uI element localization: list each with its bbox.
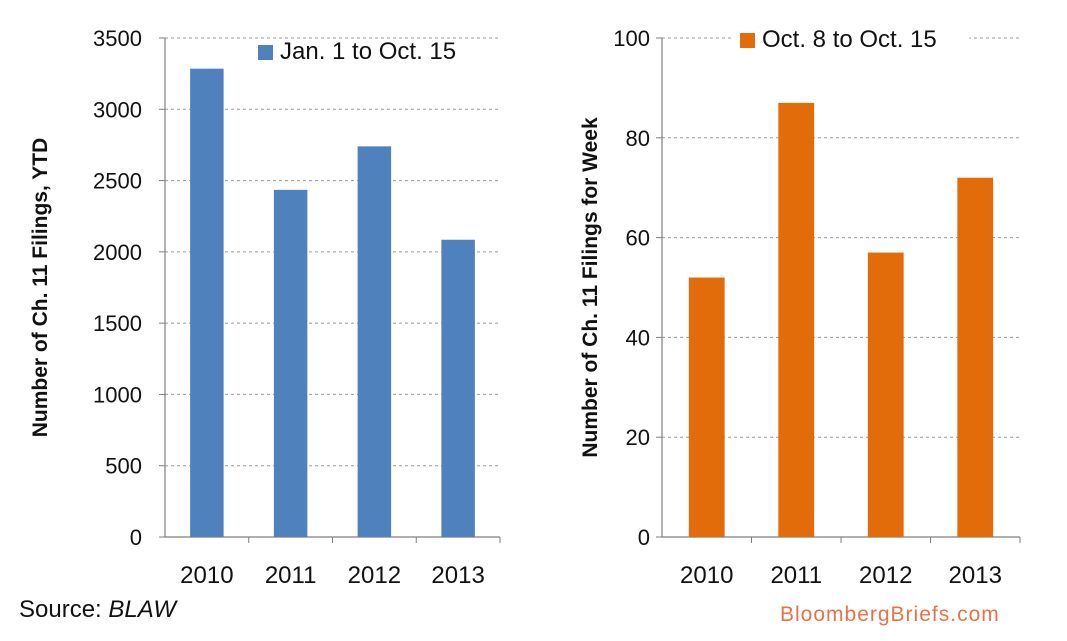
y-tick-label: 40 [626,325,650,350]
y-axis-label: Number of Ch. 11 Filings, YTD [29,138,52,438]
brand-label: BloombergBriefs.com [780,603,1000,626]
bar-2010 [688,277,725,537]
legend: Jan. 1 to Oct. 15 [252,38,487,66]
y-tick-label: 1000 [93,382,142,407]
bar-2011 [273,189,308,538]
y-tick-label: 60 [626,226,650,251]
y-tick-label: 100 [613,26,650,51]
source-prefix: Source: [19,596,109,623]
legend-label: Oct. 8 to Oct. 15 [762,26,937,53]
y-tick-label: 20 [626,425,650,450]
y-tick-label: 0 [130,525,142,550]
bar-2013 [957,177,994,537]
bar-2011 [778,102,815,538]
legend-swatch [740,33,755,48]
x-tick-label: 2013 [431,562,484,589]
legend-background [734,29,969,54]
chart-panel-2: 0 20 40 60 80 100 2010 2011 2012 2013 Number of Ch… [579,26,1021,589]
y-tick-label: 0 [638,525,650,550]
legend-background [252,41,487,66]
bar-2013 [441,239,475,537]
y-tick-label: 1500 [93,311,142,336]
chart-panel-1: 0 500 1000 1500 2000 2500 3000 3500 2010 2011 2012… [29,26,501,589]
bar-2012 [357,146,392,537]
legend-swatch [258,45,273,60]
y-tick-label: 500 [105,454,142,479]
y-tick-label: 80 [626,126,650,151]
x-tick-label: 2011 [265,562,317,589]
source-name: BLAW [108,596,176,623]
x-tick-label: 2012 [348,562,401,589]
y-tick-label: 3000 [93,97,142,122]
source-note: Source: BLAW [19,596,176,624]
x-tick-label: 2013 [949,562,1002,589]
bar-2010 [190,68,224,537]
x-tick-label: 2012 [859,562,912,589]
bar-2012 [867,252,904,537]
x-tick-label: 2011 [770,562,822,589]
y-tick-label: 3500 [93,26,142,51]
legend-label: Jan. 1 to Oct. 15 [280,38,456,65]
y-tick-label: 2500 [93,169,142,194]
y-axis-label: Number of Ch. 11 Filings for Week [579,117,602,458]
x-tick-label: 2010 [180,562,233,589]
x-tick-label: 2010 [680,562,733,589]
legend: Oct. 8 to Oct. 15 [734,26,969,54]
y-tick-label: 2000 [93,240,142,265]
